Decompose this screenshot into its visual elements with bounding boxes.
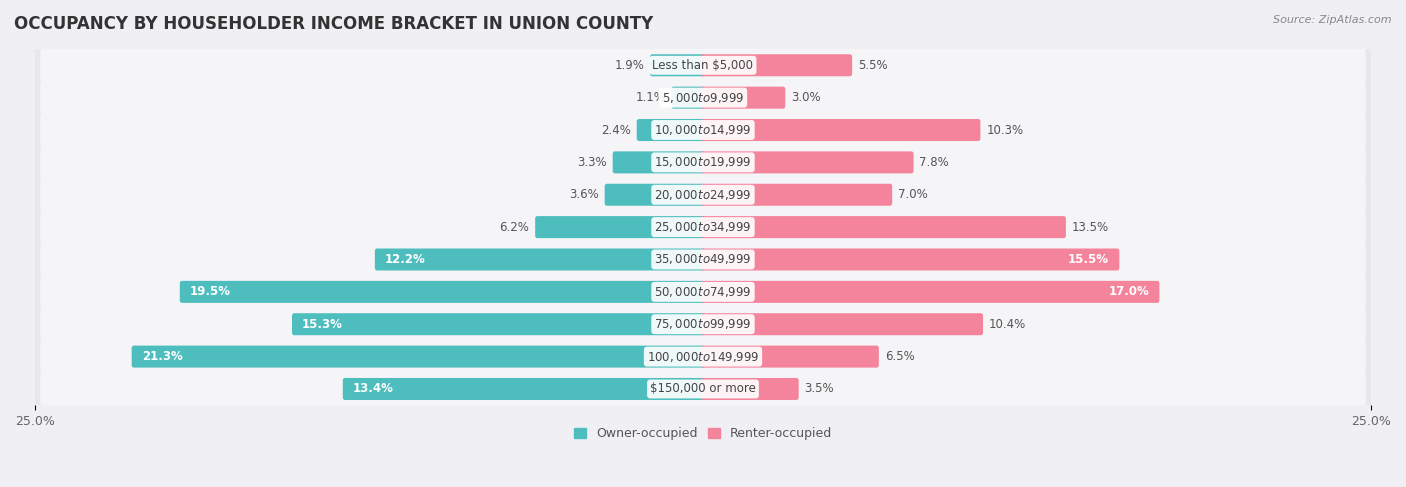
Text: $10,000 to $14,999: $10,000 to $14,999: [654, 123, 752, 137]
FancyBboxPatch shape: [41, 337, 1365, 376]
FancyBboxPatch shape: [700, 184, 893, 206]
FancyBboxPatch shape: [35, 204, 1371, 250]
FancyBboxPatch shape: [41, 77, 1365, 118]
FancyBboxPatch shape: [605, 184, 706, 206]
FancyBboxPatch shape: [700, 87, 786, 109]
Text: $15,000 to $19,999: $15,000 to $19,999: [654, 155, 752, 169]
FancyBboxPatch shape: [700, 151, 914, 173]
Text: Less than $5,000: Less than $5,000: [652, 59, 754, 72]
Text: $150,000 or more: $150,000 or more: [650, 382, 756, 395]
FancyBboxPatch shape: [35, 139, 1371, 186]
FancyBboxPatch shape: [650, 54, 706, 76]
FancyBboxPatch shape: [132, 346, 706, 368]
Text: $25,000 to $34,999: $25,000 to $34,999: [654, 220, 752, 234]
FancyBboxPatch shape: [35, 301, 1371, 347]
FancyBboxPatch shape: [35, 107, 1371, 153]
Text: 1.1%: 1.1%: [636, 91, 665, 104]
Text: 7.8%: 7.8%: [920, 156, 949, 169]
FancyBboxPatch shape: [41, 142, 1365, 183]
FancyBboxPatch shape: [35, 269, 1371, 315]
Text: $35,000 to $49,999: $35,000 to $49,999: [654, 252, 752, 266]
Text: $5,000 to $9,999: $5,000 to $9,999: [662, 91, 744, 105]
Text: 19.5%: 19.5%: [190, 285, 231, 299]
FancyBboxPatch shape: [41, 304, 1365, 344]
FancyBboxPatch shape: [700, 281, 1160, 303]
Text: OCCUPANCY BY HOUSEHOLDER INCOME BRACKET IN UNION COUNTY: OCCUPANCY BY HOUSEHOLDER INCOME BRACKET …: [14, 15, 654, 33]
FancyBboxPatch shape: [35, 237, 1371, 282]
FancyBboxPatch shape: [672, 87, 706, 109]
Text: 15.3%: 15.3%: [302, 318, 343, 331]
Text: 10.4%: 10.4%: [988, 318, 1026, 331]
Text: 10.3%: 10.3%: [986, 124, 1024, 136]
FancyBboxPatch shape: [35, 334, 1371, 379]
FancyBboxPatch shape: [35, 172, 1371, 218]
FancyBboxPatch shape: [375, 248, 706, 270]
FancyBboxPatch shape: [41, 175, 1365, 215]
Text: 17.0%: 17.0%: [1108, 285, 1149, 299]
FancyBboxPatch shape: [41, 110, 1365, 150]
FancyBboxPatch shape: [35, 75, 1371, 121]
FancyBboxPatch shape: [41, 207, 1365, 247]
Text: $100,000 to $149,999: $100,000 to $149,999: [647, 350, 759, 364]
FancyBboxPatch shape: [700, 54, 852, 76]
Text: $50,000 to $74,999: $50,000 to $74,999: [654, 285, 752, 299]
Text: 3.3%: 3.3%: [578, 156, 607, 169]
Text: 5.5%: 5.5%: [858, 59, 887, 72]
Text: 12.2%: 12.2%: [385, 253, 426, 266]
Text: 6.2%: 6.2%: [499, 221, 529, 234]
FancyBboxPatch shape: [35, 42, 1371, 88]
Text: Source: ZipAtlas.com: Source: ZipAtlas.com: [1274, 15, 1392, 25]
Text: 13.5%: 13.5%: [1071, 221, 1109, 234]
FancyBboxPatch shape: [180, 281, 706, 303]
FancyBboxPatch shape: [700, 119, 980, 141]
FancyBboxPatch shape: [700, 378, 799, 400]
Text: $20,000 to $24,999: $20,000 to $24,999: [654, 188, 752, 202]
FancyBboxPatch shape: [292, 313, 706, 335]
FancyBboxPatch shape: [613, 151, 706, 173]
FancyBboxPatch shape: [41, 369, 1365, 409]
FancyBboxPatch shape: [41, 272, 1365, 312]
Text: 15.5%: 15.5%: [1069, 253, 1109, 266]
Text: 3.6%: 3.6%: [569, 188, 599, 201]
FancyBboxPatch shape: [35, 366, 1371, 412]
Text: 2.4%: 2.4%: [600, 124, 631, 136]
Text: 3.5%: 3.5%: [804, 382, 834, 395]
Text: 6.5%: 6.5%: [884, 350, 914, 363]
FancyBboxPatch shape: [41, 240, 1365, 280]
FancyBboxPatch shape: [700, 216, 1066, 238]
Text: $75,000 to $99,999: $75,000 to $99,999: [654, 317, 752, 331]
Text: 21.3%: 21.3%: [142, 350, 183, 363]
Legend: Owner-occupied, Renter-occupied: Owner-occupied, Renter-occupied: [568, 422, 838, 445]
FancyBboxPatch shape: [700, 346, 879, 368]
FancyBboxPatch shape: [637, 119, 706, 141]
FancyBboxPatch shape: [343, 378, 706, 400]
Text: 13.4%: 13.4%: [353, 382, 394, 395]
FancyBboxPatch shape: [536, 216, 706, 238]
FancyBboxPatch shape: [700, 313, 983, 335]
Text: 7.0%: 7.0%: [898, 188, 928, 201]
FancyBboxPatch shape: [41, 45, 1365, 85]
Text: 1.9%: 1.9%: [614, 59, 644, 72]
FancyBboxPatch shape: [700, 248, 1119, 270]
Text: 3.0%: 3.0%: [792, 91, 821, 104]
